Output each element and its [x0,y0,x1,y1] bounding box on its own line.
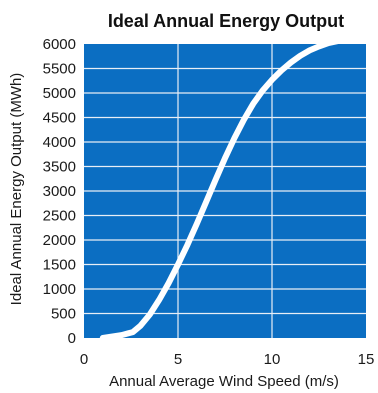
y-tick-label: 1500 [43,257,76,274]
x-axis-label: Annual Average Wind Speed (m/s) [109,373,339,390]
x-tick-label: 10 [264,351,281,368]
series-layer [99,38,341,341]
y-tick-label: 0 [68,330,76,347]
y-tick-label: 4500 [43,110,76,127]
chart-title: Ideal Annual Energy Output [108,11,344,31]
x-tick-label: 0 [80,351,88,368]
y-tick-label: 6000 [43,36,76,53]
y-axis-label: Ideal Annual Energy Output (MWh) [8,73,25,306]
y-tick-label: 1000 [43,281,76,298]
y-tick-label: 5500 [43,61,76,78]
y-tick-label: 2500 [43,208,76,225]
gridlines [84,44,366,338]
y-tick-label: 5000 [43,85,76,102]
energy-output-curve [99,38,341,341]
x-tick-label: 15 [358,351,375,368]
x-axis-ticks: 0 5 10 15 [80,351,375,368]
y-tick-label: 2000 [43,232,76,249]
x-tick-label: 5 [174,351,182,368]
y-tick-label: 3000 [43,183,76,200]
y-tick-label: 3500 [43,159,76,176]
y-tick-label: 4000 [43,134,76,151]
y-tick-label: 500 [51,306,76,323]
y-axis-ticks: 0 500 1000 1500 2000 2500 3000 3500 4000 4500 5000… [43,36,76,347]
